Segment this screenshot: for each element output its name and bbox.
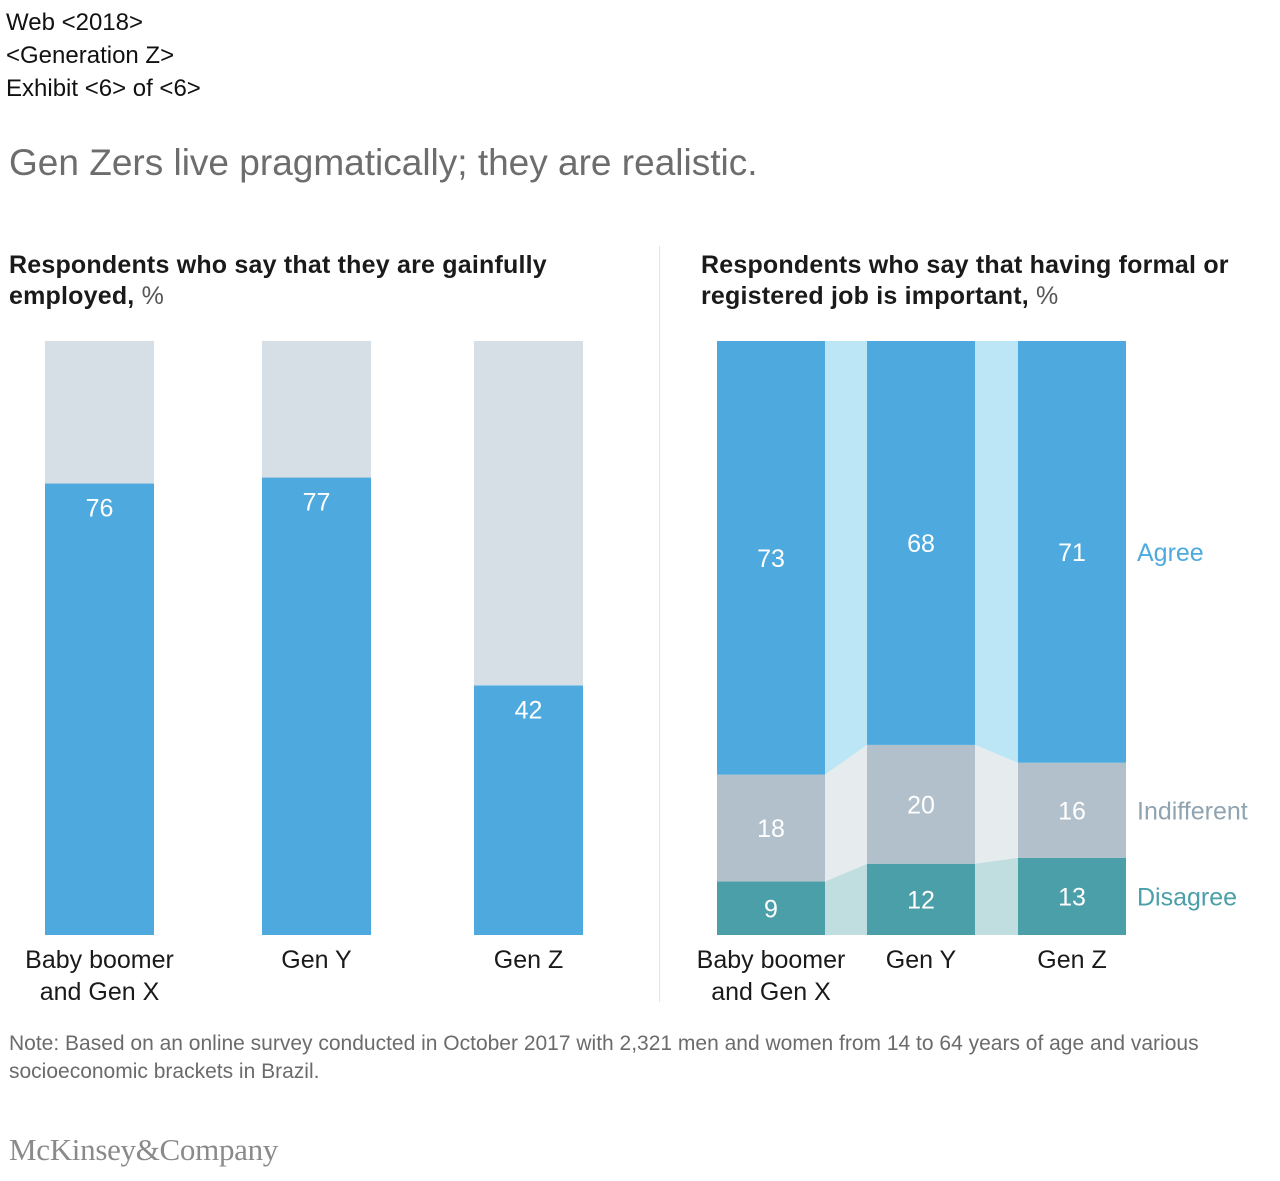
legend-agree: Agree xyxy=(1137,539,1204,567)
x-tick-label-left-baby-boomer-and-gen-x-1: Baby boomer xyxy=(25,946,174,974)
bar-label-indifferent-gen-y: 20 xyxy=(907,791,935,819)
bar-label-disagree-gen-z: 13 xyxy=(1058,883,1086,911)
bar-label-agree-baby-boomer-and-gen-x: 73 xyxy=(757,545,785,573)
meta-line-topic: <Generation Z> xyxy=(6,42,175,69)
x-tick-label-right-gen-z-1: Gen Z xyxy=(1037,946,1106,974)
connector-disagree-2 xyxy=(975,857,1018,935)
bar-label-indifferent-baby-boomer-and-gen-x: 18 xyxy=(757,815,785,843)
connector-agree-2 xyxy=(975,341,1018,763)
connector-agree-1 xyxy=(825,341,867,775)
x-tick-label-left-gen-z-1: Gen Z xyxy=(494,946,563,974)
bar-label-disagree-baby-boomer-and-gen-x: 9 xyxy=(764,895,778,923)
bar-disagree-gen-y xyxy=(867,863,975,935)
x-tick-label-right-baby-boomer-and-gen-x-2: and Gen X xyxy=(711,978,831,1006)
bar-label-indifferent-gen-z: 16 xyxy=(1058,797,1086,825)
left-chart-title: Respondents who say that they are gainfu… xyxy=(9,250,609,312)
bar-indifferent-baby-boomer-and-gen-x xyxy=(717,774,825,882)
footnote: Note: Based on an online survey conducte… xyxy=(9,1032,1199,1083)
x-tick-label-left-baby-boomer-and-gen-x-2: and Gen X xyxy=(40,978,160,1006)
legend-disagree: Disagree xyxy=(1137,883,1237,911)
legend-indifferent: Indifferent xyxy=(1137,797,1248,825)
x-tick-label-left-gen-y-1: Gen Y xyxy=(281,946,352,974)
bar-employed-gen-z xyxy=(474,685,583,935)
exhibit-meta: Web <2018> <Generation Z> Exhibit <6> of… xyxy=(6,6,201,105)
bar-employed-baby-boomer-and-gen-x xyxy=(45,483,154,935)
connector-indifferent-1 xyxy=(825,744,867,882)
bar-indifferent-gen-y xyxy=(867,744,975,864)
connector-indifferent-2 xyxy=(975,744,1018,864)
bar-indifferent-gen-z xyxy=(1018,762,1126,858)
bar-label-gen-y: 77 xyxy=(303,489,331,517)
x-tick-label-right-gen-y-1: Gen Y xyxy=(886,946,957,974)
bar-agree-baby-boomer-and-gen-x xyxy=(717,341,825,775)
right-chart-title: Respondents who say that having formal o… xyxy=(701,250,1261,312)
bar-disagree-baby-boomer-and-gen-x xyxy=(717,881,825,935)
bar-label-baby-boomer-and-gen-x: 76 xyxy=(86,495,114,523)
x-tick-label-right-baby-boomer-and-gen-x-1: Baby boomer xyxy=(697,946,846,974)
bar-label-disagree-gen-y: 12 xyxy=(907,886,935,914)
main-title: Gen Zers live pragmatically; they are re… xyxy=(9,142,758,183)
bar-disagree-gen-z xyxy=(1018,857,1126,935)
bar-employed-gen-y xyxy=(262,477,371,935)
meta-line-web: Web <2018> xyxy=(6,9,144,36)
meta-line-exhibit: Exhibit <6> of <6> xyxy=(6,75,201,102)
bar-label-agree-gen-y: 68 xyxy=(907,530,935,558)
bar-label-agree-gen-z: 71 xyxy=(1058,539,1086,567)
bar-agree-gen-z xyxy=(1018,341,1126,763)
bar-label-gen-z: 42 xyxy=(515,697,543,725)
panel-divider xyxy=(659,246,660,1002)
bar-agree-gen-y xyxy=(867,341,975,745)
right-chart-title-text: Respondents who say that having formal o… xyxy=(701,251,1229,310)
right-chart-title-unit: % xyxy=(1036,282,1059,310)
connector-disagree-1 xyxy=(825,863,867,935)
mckinsey-logo: McKinsey&Company xyxy=(9,1132,279,1167)
left-chart-title-text: Respondents who say that they are gainfu… xyxy=(9,251,547,310)
left-chart-title-unit: % xyxy=(141,282,165,310)
